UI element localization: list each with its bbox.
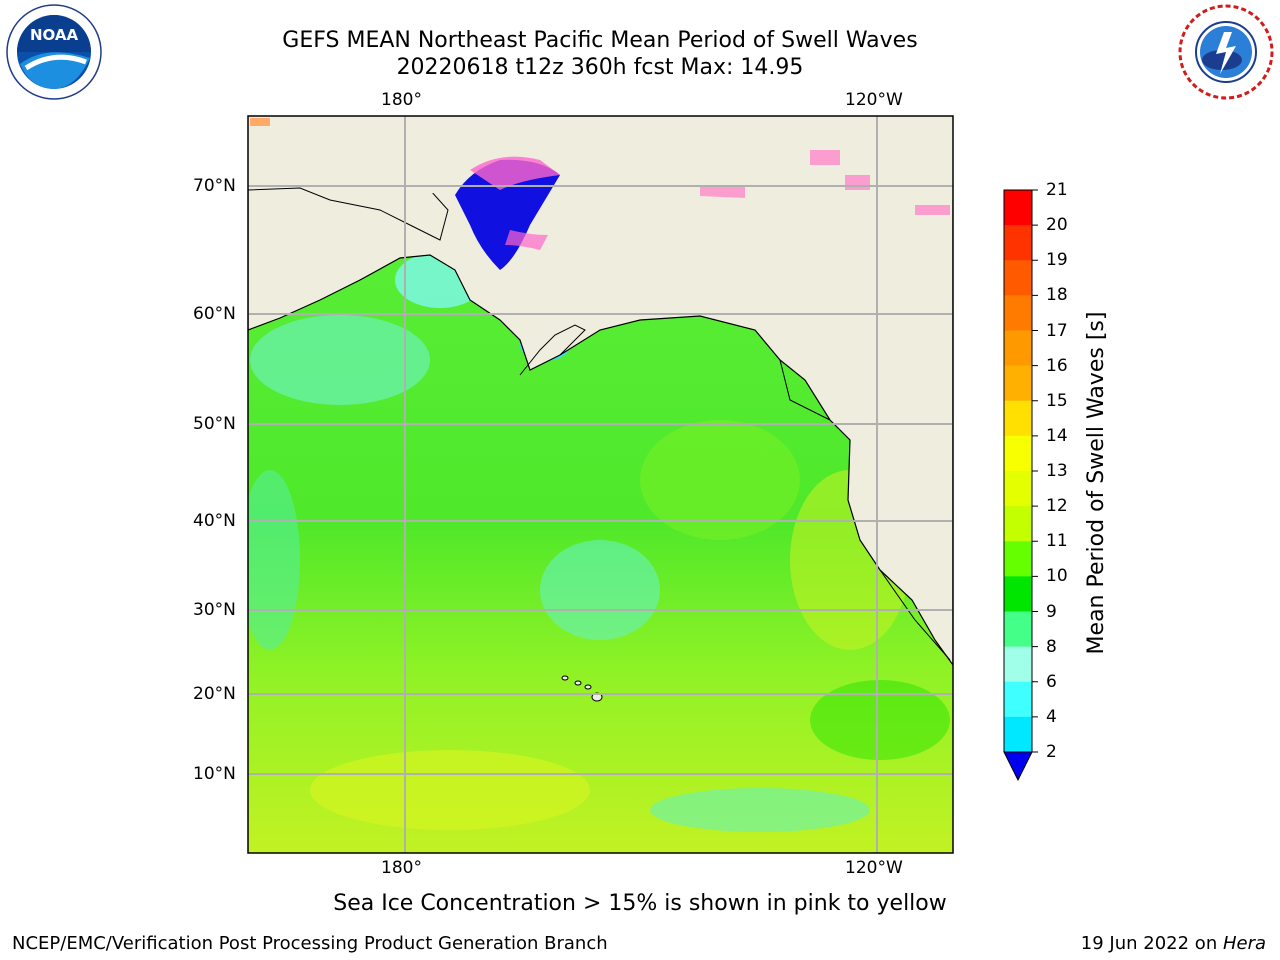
colorbar-segment <box>1004 576 1032 612</box>
colorbar-tick-label: 18 <box>1046 285 1068 306</box>
swell-region <box>250 315 430 405</box>
lon-label-bottom-180: 180° <box>381 858 422 878</box>
lat-label-50n: 50°N <box>193 414 236 434</box>
swell-region <box>810 680 950 760</box>
sea-ice-region <box>455 159 560 270</box>
sea-ice-region <box>915 205 950 215</box>
swell-region <box>650 788 870 832</box>
lat-label-40n: 40°N <box>193 511 236 531</box>
colorbar-tick-label: 10 <box>1046 566 1068 587</box>
coastline <box>519 324 586 376</box>
sea-ice-region <box>470 156 560 190</box>
colorbar-segment <box>1004 330 1032 367</box>
landmass-north-america <box>248 116 953 667</box>
sea-ice-region <box>700 185 745 198</box>
coastline <box>879 569 951 661</box>
colorbar-segment <box>1004 225 1032 261</box>
chart-title: GEFS MEAN Northeast Pacific Mean Period … <box>282 28 918 53</box>
colorbar-tick-label: 4 <box>1046 706 1057 727</box>
lat-label-70n: 70°N <box>193 176 236 196</box>
colorbar-tick-label: 6 <box>1046 671 1057 692</box>
coastline <box>779 359 831 421</box>
run-date: 19 Jun 2022 on Hera <box>1081 933 1266 955</box>
colorbar-segment <box>1004 646 1032 683</box>
colorbar-tick-label: 12 <box>1046 496 1068 517</box>
run-machine: Hera <box>1222 933 1266 954</box>
colorbar-segment <box>1004 190 1032 226</box>
swell-region <box>540 540 660 640</box>
lon-label-top-180: 180° <box>381 90 422 110</box>
colorbar-segment <box>1004 435 1032 472</box>
colorbar-segment <box>1004 611 1032 648</box>
lat-label-30n: 30°N <box>193 600 236 620</box>
colorbar-segment <box>1004 541 1032 577</box>
arctic-ocean <box>248 116 953 200</box>
colorbar-tick-label: 15 <box>1046 390 1068 411</box>
colorbar-segment <box>1004 716 1032 753</box>
colorbar-tick-label: 9 <box>1046 601 1057 622</box>
colorbar-tick-label: 13 <box>1046 461 1068 481</box>
sea-ice-region <box>505 230 548 250</box>
lon-label-top-120w: 120°W <box>845 90 903 110</box>
sea-ice-region <box>845 175 870 190</box>
colorbar-tick-label: 21 <box>1046 180 1068 200</box>
chart-subtitle: 20220618 t12z 360h fcst Max: 14.95 <box>396 55 804 80</box>
colorbar-segment <box>1004 506 1032 542</box>
lon-label-bottom-120w: 120°W <box>845 858 903 878</box>
colorbar-segment <box>1004 260 1032 296</box>
credit-text: NCEP/EMC/Verification Post Processing Pr… <box>12 933 608 954</box>
colorbar-tick-label: 8 <box>1046 636 1057 657</box>
colorbar-segment <box>1004 365 1032 402</box>
colorbar-tick-label: 17 <box>1046 320 1068 341</box>
colorbar-segment <box>1004 400 1032 437</box>
lat-label-10n: 10°N <box>193 764 236 784</box>
colorbar-tick-label: 14 <box>1046 425 1068 446</box>
map-frame <box>247 115 954 854</box>
swell-region <box>640 420 800 540</box>
colorbar-tick-label: 19 <box>1046 250 1068 271</box>
colorbar-segment <box>1004 681 1032 718</box>
lat-label-20n: 20°N <box>193 684 236 704</box>
colorbar-segment <box>1004 471 1032 507</box>
graticule <box>248 116 953 853</box>
sea-ice-region <box>250 118 270 126</box>
colorbar-tick-label: 20 <box>1046 215 1068 236</box>
colorbar-tick-label: 11 <box>1046 531 1068 552</box>
colorbar <box>1003 189 1038 782</box>
nws-logo <box>1178 4 1274 100</box>
sea-ice-note: Sea Ice Concentration > 15% is shown in … <box>333 891 947 916</box>
lat-label-60n: 60°N <box>193 304 236 324</box>
noaa-logo: NOAA <box>6 4 102 100</box>
sea-ice-region <box>810 150 840 165</box>
noaa-logo-text: NOAA <box>30 26 79 44</box>
colorbar-extend-arrow <box>1003 751 1033 782</box>
run-date-text: 19 Jun 2022 on <box>1080 933 1223 954</box>
swell-region <box>248 470 300 650</box>
colorbar-segment <box>1004 295 1032 331</box>
colorbar-label: Mean Period of Swell Waves [s] <box>1084 311 1109 655</box>
colorbar-tick-label: 16 <box>1046 355 1068 376</box>
colorbar-tick-label: 2 <box>1046 742 1057 762</box>
swell-region <box>310 750 590 830</box>
